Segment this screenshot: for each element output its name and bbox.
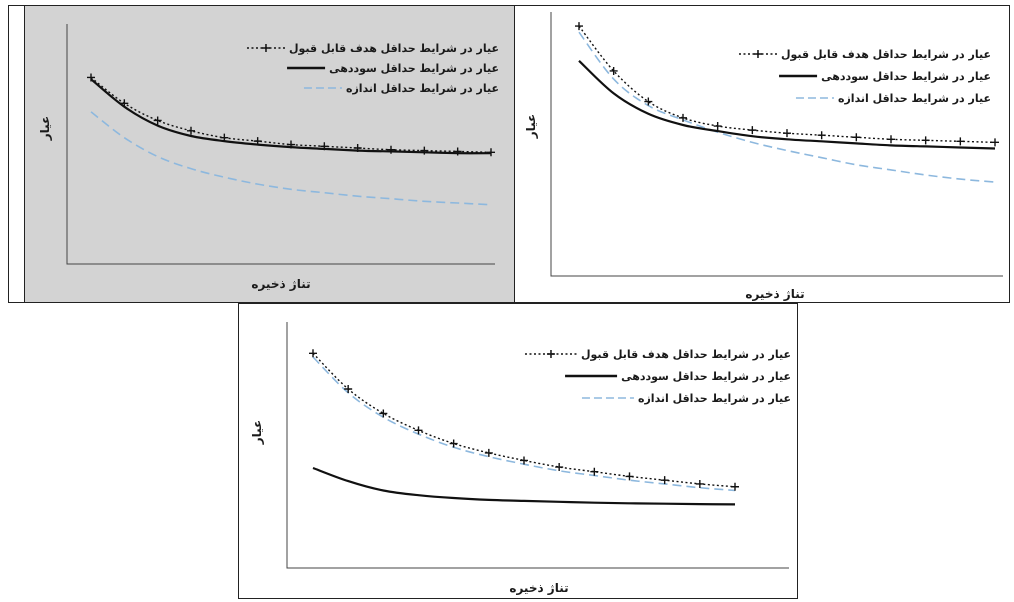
series-1-marker-3 — [379, 409, 388, 418]
series-1-marker-2 — [344, 385, 353, 393]
legend-label-2: عیار در شرایط حداقل سوددهی — [329, 62, 499, 75]
x-axis-label: تناژ ذخیره — [509, 581, 568, 595]
y-axis-label: عیار — [250, 420, 264, 446]
series-1-marker-12 — [695, 479, 704, 488]
series-1-marker-1 — [309, 349, 317, 358]
series-1-marker-2 — [120, 99, 129, 108]
series-1-marker-9 — [353, 144, 362, 152]
series-1-marker-5 — [449, 439, 458, 448]
chart-axes — [550, 12, 1003, 277]
series-1-marker-12 — [956, 137, 965, 146]
series-1-marker-11 — [921, 136, 930, 145]
x-axis-label: تناژ ذخیره — [251, 277, 310, 291]
series-1-marker-10 — [887, 135, 895, 144]
y-axis-label: عیار — [524, 114, 538, 140]
series-1-marker-7 — [287, 140, 295, 149]
series-1-marker-8 — [817, 131, 826, 140]
legend-label-3: عیار در شرایط حداقل اندازه — [838, 92, 991, 105]
frame-left-line — [8, 5, 9, 303]
series-line-1 — [578, 25, 996, 144]
chart-svg-2: عیار در شرایط حداقل هدف قابل قبول عیار در… — [524, 12, 1003, 301]
series-1-marker-13 — [487, 148, 495, 157]
series-1-marker-8 — [320, 142, 329, 151]
series-line-2 — [578, 59, 996, 150]
legend-label-1: عیار در شرایط حداقل هدف قابل قبول — [289, 42, 499, 55]
series-line-3 — [90, 111, 492, 206]
series-1-marker-5 — [220, 133, 229, 142]
chart-svg-1: عیار در شرایط حداقل هدف قابل قبول عیار در… — [38, 24, 499, 291]
legend-label-2: عیار در شرایط حداقل سوددهی — [821, 70, 991, 83]
series-1-marker-5 — [713, 122, 722, 131]
series-1-marker-4 — [414, 426, 423, 435]
series-1-marker-11 — [420, 146, 429, 155]
legend-label-1: عیار در شرایط حداقل هدف قابل قبول — [581, 348, 791, 361]
series-1-marker-9 — [852, 133, 861, 142]
chart-panel-2: عیار در شرایط حداقل هدف قابل قبول عیار در… — [514, 5, 1010, 303]
series-1-marker-1 — [87, 73, 95, 82]
legend-swatch-marker — [261, 44, 270, 52]
series-1-marker-12 — [453, 147, 462, 156]
legend-label-3: عیار در شرایط حداقل اندازه — [638, 392, 791, 405]
series-1-marker-7 — [783, 129, 791, 138]
series-1-marker-13 — [991, 138, 999, 147]
series-1-marker-7 — [520, 456, 528, 465]
series-1-marker-10 — [387, 145, 395, 154]
series-1-marker-6 — [253, 137, 262, 146]
series-1-marker-3 — [644, 97, 653, 106]
series-1-marker-1 — [575, 22, 583, 31]
chart-panel-3: عیار در شرایط حداقل هدف قابل قبول عیار در… — [238, 303, 798, 599]
series-1-marker-10 — [625, 472, 634, 481]
chart-axes — [66, 24, 495, 265]
legend-label-2: عیار در شرایط حداقل سوددهی — [621, 370, 791, 383]
series-1-marker-6 — [748, 126, 757, 135]
series-1-marker-4 — [187, 126, 195, 135]
x-axis-label: تناژ ذخیره — [745, 287, 804, 301]
frame-top-line — [8, 5, 24, 6]
chart-panel-1: عیار در شرایط حداقل هدف قابل قبول عیار در… — [24, 5, 516, 303]
legend-label-1: عیار در شرایط حداقل هدف قابل قبول — [781, 48, 991, 61]
series-1-marker-9 — [590, 467, 599, 476]
series-line-2 — [312, 466, 736, 506]
legend-swatch-marker — [753, 50, 762, 58]
series-1-marker-8 — [555, 463, 564, 472]
series-1-marker-2 — [609, 66, 618, 75]
chart-axes — [286, 322, 789, 569]
frame-bottom-line — [8, 302, 24, 303]
series-line-3 — [578, 31, 996, 183]
series-1-marker-4 — [679, 113, 687, 122]
series-1-marker-13 — [731, 482, 739, 491]
legend-swatch-marker — [546, 350, 555, 358]
series-1-marker-3 — [153, 116, 162, 125]
legend-label-3: عیار در شرایط حداقل اندازه — [346, 82, 499, 95]
chart-svg-3: عیار در شرایط حداقل هدف قابل قبول عیار در… — [250, 322, 791, 595]
y-axis-label: عیار — [38, 116, 52, 142]
series-1-marker-11 — [660, 476, 669, 485]
series-1-marker-6 — [484, 448, 493, 457]
